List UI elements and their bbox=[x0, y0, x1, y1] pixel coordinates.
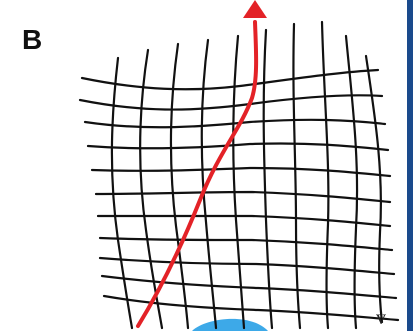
grid-vertical-lines bbox=[110, 20, 384, 330]
grid-line-h2 bbox=[78, 94, 384, 111]
grid-line-v7 bbox=[292, 22, 302, 330]
arrowhead-icon bbox=[243, 0, 267, 18]
panel-letter: B bbox=[22, 24, 43, 55]
grid-line-h10 bbox=[100, 274, 398, 300]
grid-line-h4 bbox=[86, 142, 390, 152]
grid-line-h5 bbox=[90, 166, 392, 178]
grid-line-h1 bbox=[80, 68, 380, 91]
grid-line-v5 bbox=[232, 34, 246, 330]
grid-horizontal-lines bbox=[78, 68, 400, 322]
grid-line-v2 bbox=[138, 48, 164, 330]
red-arrow-trajectory bbox=[136, 20, 259, 328]
grid-line-v9 bbox=[344, 34, 359, 330]
grid-line-v4 bbox=[200, 38, 218, 330]
grid-line-h7 bbox=[96, 214, 392, 228]
grid-line-v3 bbox=[169, 42, 190, 330]
grid-line-v10 bbox=[364, 54, 384, 324]
grid-line-h3 bbox=[83, 118, 387, 129]
grid-line-v6 bbox=[262, 28, 274, 330]
grid-line-h11 bbox=[102, 294, 400, 322]
right-edge-strip bbox=[407, 0, 413, 331]
grid-line-v8 bbox=[320, 20, 330, 330]
blue-blob bbox=[192, 318, 268, 331]
grid-line-h9 bbox=[98, 256, 396, 276]
grid-line-v1 bbox=[110, 56, 134, 330]
grid-line-h8 bbox=[98, 236, 394, 252]
grid-line-h6 bbox=[94, 190, 392, 204]
edge-label: v bbox=[376, 307, 386, 329]
